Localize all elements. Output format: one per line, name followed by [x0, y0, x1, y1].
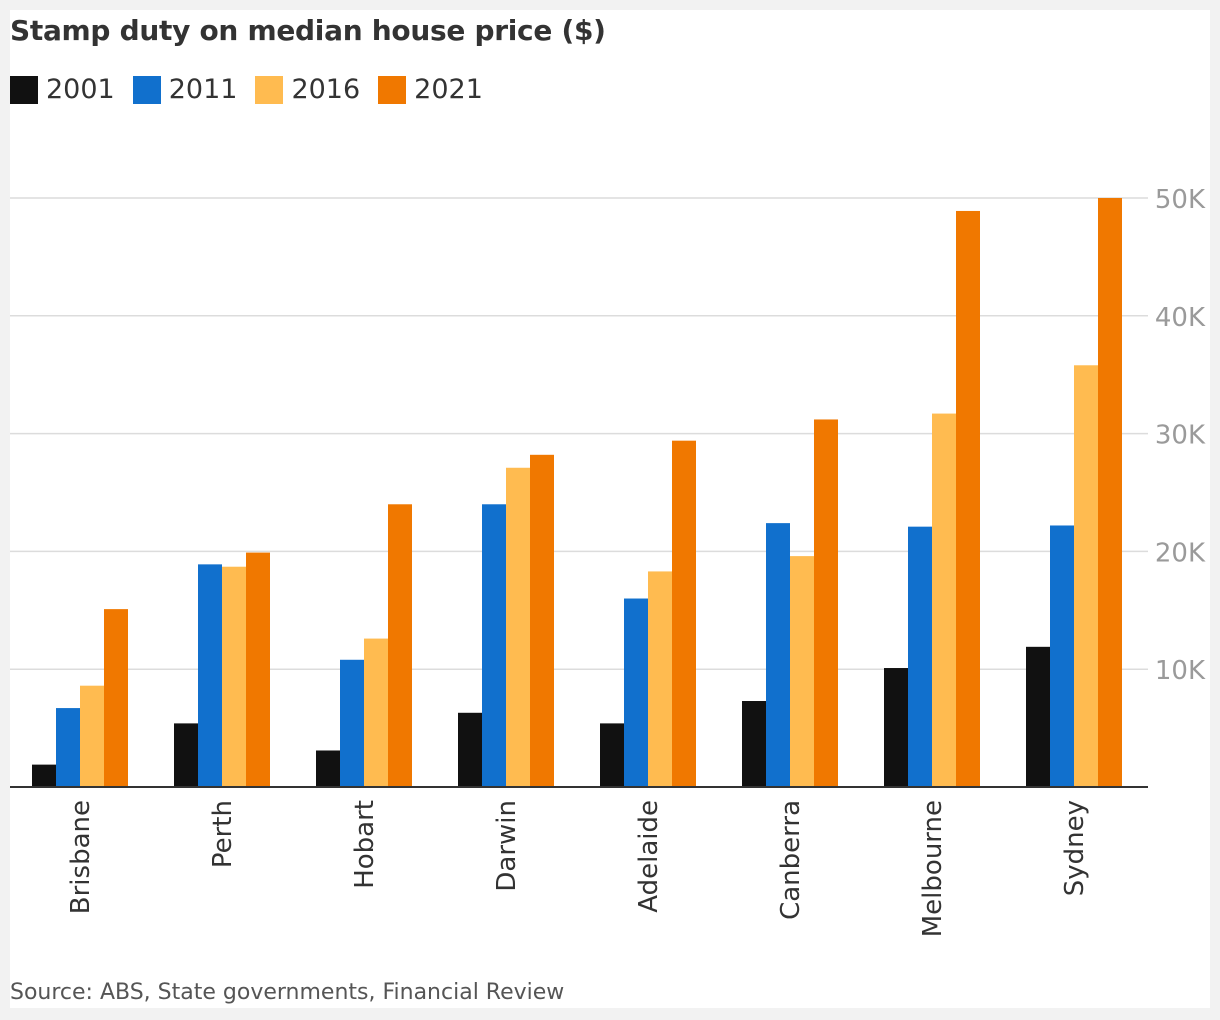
legend-item-2011: 2011	[132, 74, 238, 105]
chart-title: Stamp duty on median house price ($)	[10, 14, 606, 47]
legend-swatch-2016	[255, 75, 284, 104]
x-tick-label: Melbourne	[918, 800, 948, 937]
y-tick-label: 20K	[1155, 538, 1206, 568]
bar	[80, 685, 104, 787]
y-tick-label: 30K	[1155, 421, 1206, 451]
bar	[742, 701, 766, 787]
bar	[530, 454, 554, 787]
y-tick-label: 50K	[1155, 185, 1206, 215]
bar	[884, 668, 908, 787]
chart-card	[10, 10, 1210, 1008]
bar	[1026, 646, 1050, 787]
legend-label-2011: 2011	[168, 74, 238, 105]
legend-item-2001: 2001	[10, 74, 115, 105]
bar	[32, 764, 56, 787]
bar	[340, 659, 364, 787]
bar	[814, 419, 838, 787]
bar	[624, 598, 648, 787]
bar	[932, 413, 956, 787]
bar	[1050, 525, 1074, 787]
bar	[458, 712, 482, 787]
x-tick-label: Perth	[208, 800, 238, 868]
bar	[56, 708, 80, 787]
bar	[908, 526, 932, 787]
bar	[648, 571, 672, 787]
legend-swatch-2001	[10, 75, 38, 104]
bar	[1098, 198, 1122, 787]
bar	[506, 467, 530, 787]
bar	[222, 566, 246, 787]
source-note: Source: ABS, State governments, Financia…	[10, 980, 565, 1005]
bar	[482, 504, 506, 787]
bar	[790, 556, 814, 787]
legend-swatch-2021	[378, 75, 407, 104]
legend-label-2001: 2001	[46, 74, 115, 105]
legend-label-2021: 2021	[414, 74, 483, 105]
bar	[198, 564, 222, 787]
x-tick-label: Sydney	[1060, 800, 1090, 896]
x-tick-label: Brisbane	[66, 800, 96, 914]
x-tick-label: Darwin	[492, 800, 522, 892]
y-tick-label: 40K	[1155, 303, 1206, 333]
bar	[1074, 365, 1098, 787]
x-tick-label: Canberra	[776, 800, 806, 920]
x-tick-label: Adelaide	[634, 800, 664, 913]
legend-label-2016: 2016	[291, 74, 361, 105]
bar	[174, 723, 198, 787]
legend-item-2016: 2016	[255, 74, 360, 105]
bar	[600, 723, 624, 787]
bar	[104, 609, 128, 787]
bar	[956, 210, 980, 787]
bar	[364, 638, 388, 787]
legend-item-2021: 2021	[378, 74, 483, 105]
y-tick-label: 10K	[1155, 656, 1206, 686]
bar	[672, 440, 696, 787]
x-tick-label: Hobart	[350, 800, 380, 889]
bar	[316, 750, 340, 787]
legend: 2001 2011 2016 2021	[10, 74, 501, 105]
bar	[388, 504, 412, 787]
bar	[766, 523, 790, 787]
bar	[246, 552, 270, 787]
legend-swatch-2011	[132, 75, 161, 104]
